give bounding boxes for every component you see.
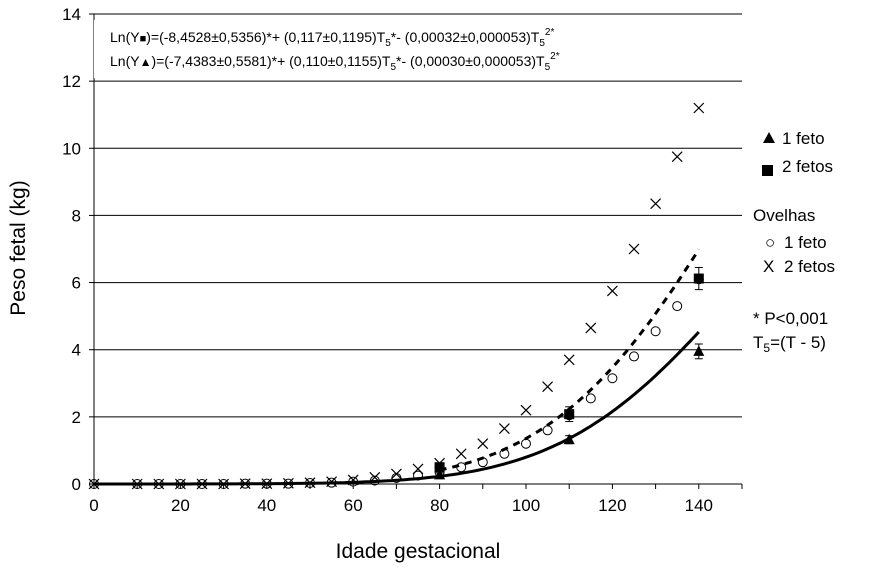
point-ewes-two-fetuses: [153, 478, 165, 490]
x-tick-label-20: 20: [171, 496, 190, 515]
triangle-marker-glyph: ▲: [140, 55, 152, 69]
point-ewes-two-fetuses: [326, 476, 338, 488]
x-tick-label-60: 60: [344, 496, 363, 515]
legend-t5-note: T5=(T - 5): [753, 333, 826, 355]
point-ewes-two-fetuses: [88, 478, 100, 490]
legend-ewes-title: Ovelhas: [753, 206, 815, 225]
point-one-fetus: [563, 433, 575, 445]
equation-two-fetuses: Ln(Y■)=(-8,4528±0,5356)*+ (0,117±0,1195)…: [110, 27, 554, 49]
point-ewes-two-fetuses: [174, 478, 186, 490]
point-ewes-one-fetus: [650, 326, 661, 337]
point-ewes-two-fetuses: [520, 404, 532, 416]
point-ewes-one-fetus: [261, 478, 272, 489]
point-ewes-one-fetus: [542, 425, 553, 436]
y-tick-label-12: 12: [62, 72, 81, 91]
point-ewes-one-fetus: [197, 479, 207, 489]
point-ewes-one-fetus: [240, 478, 251, 489]
point-ewes-two-fetuses: [563, 354, 575, 366]
point-ewes-two-fetuses: [498, 423, 510, 435]
x-tick-label-100: 100: [512, 496, 540, 515]
data-points: [88, 102, 705, 490]
legend-two-fetuses: 2 fetos: [782, 157, 833, 176]
point-two-fetuses: [693, 273, 704, 284]
point-ewes-two-fetuses: [455, 448, 467, 460]
equation-box: [94, 20, 739, 78]
point-ewes-two-fetuses: [369, 471, 381, 483]
gridlines: [94, 13, 742, 418]
legend-square-icon: [762, 165, 773, 176]
legend-triangle-icon: [763, 132, 775, 143]
point-ewes-one-fetus: [89, 479, 99, 489]
legend-significance-note: * P<0,001: [753, 309, 828, 328]
point-ewes-one-fetus: [456, 462, 467, 473]
point-ewes-two-fetuses: [477, 438, 489, 450]
point-ewes-two-fetuses: [650, 198, 662, 210]
point-two-fetuses: [564, 409, 575, 420]
y-tick-label-4: 4: [72, 341, 81, 360]
square-marker-glyph: ■: [140, 33, 147, 45]
legend-ewes-one-symbol: ○: [765, 233, 775, 252]
y-tick-label-6: 6: [72, 274, 81, 293]
x-tick-label-140: 140: [685, 496, 713, 515]
point-ewes-two-fetuses: [282, 477, 294, 489]
point-ewes-one-fetus: [521, 438, 531, 449]
point-ewes-two-fetuses: [218, 478, 230, 490]
point-ewes-one-fetus: [369, 475, 380, 486]
y-tick-label-0: 0: [72, 475, 81, 494]
fit-curve-solid: [94, 330, 700, 486]
point-ewes-two-fetuses: [542, 381, 554, 393]
point-ewes-one-fetus: [326, 477, 337, 488]
legend-ewes-two-fetuses: 2 fetos: [784, 257, 835, 276]
y-tick-label-8: 8: [72, 206, 81, 225]
point-ewes-two-fetuses: [390, 468, 402, 480]
y-tick-label-2: 2: [72, 408, 81, 427]
point-ewes-two-fetuses: [606, 285, 618, 297]
point-ewes-one-fetus: [348, 476, 359, 487]
point-ewes-one-fetus: [499, 448, 510, 459]
x-tick-label-0: 0: [89, 496, 98, 515]
point-ewes-two-fetuses: [585, 322, 597, 334]
point-ewes-one-fetus: [629, 351, 639, 362]
point-ewes-one-fetus: [607, 373, 618, 384]
point-ewes-two-fetuses: [239, 478, 251, 490]
point-two-fetuses: [434, 462, 445, 473]
x-axis-title: Idade gestacional: [336, 540, 501, 563]
legend-ewes-one-fetus: 1 feto: [784, 233, 827, 252]
point-ewes-two-fetuses: [347, 474, 359, 486]
point-ewes-two-fetuses: [196, 478, 208, 490]
equation-one-fetus: Ln(Y▲)=(-7,4383±0,5581)*+ (0,110±0,1155)…: [110, 51, 560, 73]
point-ewes-two-fetuses: [412, 463, 424, 475]
point-ewes-two-fetuses: [304, 477, 316, 489]
point-ewes-two-fetuses: [131, 478, 143, 490]
legend-one-fetus: 1 feto: [782, 129, 825, 148]
point-ewes-one-fetus: [153, 479, 164, 489]
point-ewes-two-fetuses: [261, 478, 273, 490]
x-tick-label-40: 40: [257, 496, 276, 515]
point-ewes-one-fetus: [283, 478, 294, 489]
point-ewes-two-fetuses: [671, 151, 683, 163]
x-tick-label-80: 80: [430, 496, 449, 515]
point-ewes-two-fetuses: [628, 243, 640, 255]
point-ewes-one-fetus: [672, 301, 683, 312]
point-ewes-one-fetus: [477, 457, 488, 468]
point-ewes-one-fetus: [218, 479, 229, 489]
y-tick-label-10: 10: [62, 139, 81, 158]
legend: 1 feto 2 fetos Ovelhas ○ 1 feto X 2 feto…: [753, 129, 835, 355]
point-ewes-one-fetus: [175, 479, 186, 489]
y-tick-label-14: 14: [62, 5, 81, 24]
point-ewes-one-fetus: [413, 470, 423, 481]
point-one-fetus: [434, 468, 446, 480]
point-ewes-one-fetus: [305, 477, 315, 488]
point-ewes-two-fetuses: [693, 102, 705, 114]
x-tick-label-120: 120: [598, 496, 626, 515]
y-axis-title: Peso fetal (kg): [7, 180, 30, 315]
point-one-fetus: [693, 345, 705, 356]
point-ewes-one-fetus: [132, 479, 143, 489]
legend-ewes-two-symbol: X: [763, 257, 774, 276]
point-ewes-one-fetus: [585, 393, 596, 404]
